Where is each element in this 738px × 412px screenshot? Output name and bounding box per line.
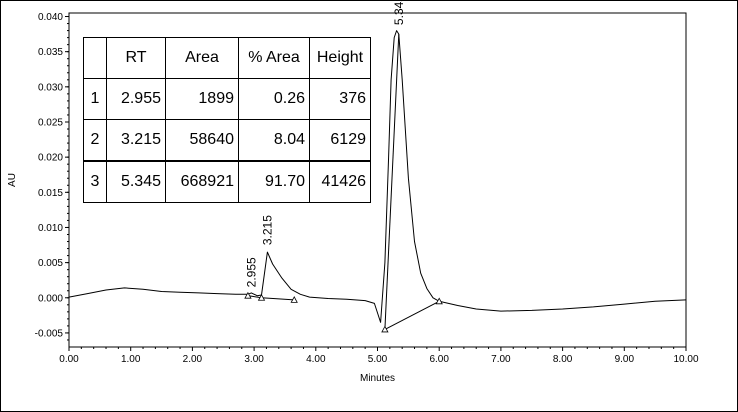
- integration-marker: [257, 293, 266, 301]
- peak-baseline: [384, 34, 400, 330]
- row-index: 1: [83, 78, 107, 120]
- peak-results-table: RT Area % Area Height 1 2.955 1899 0.26 …: [83, 37, 371, 203]
- header-height: Height: [309, 37, 371, 79]
- area-cell: 58640: [165, 119, 239, 162]
- y-tick-label: 0.010: [38, 223, 63, 234]
- integration-marker: [244, 291, 252, 299]
- row-index: 2: [83, 119, 107, 162]
- percent-area-cell: 91.70: [238, 160, 310, 203]
- peak-baseline: [261, 297, 295, 301]
- y-tick-label: 0.005: [38, 258, 63, 269]
- ticks: 0.00 1.00 2.00 3.00 4.00 5.00 6.00 7.00 8.00 9.00…: [35, 12, 699, 365]
- x-tick-label: 10.00: [673, 354, 698, 365]
- area-cell: 1899: [165, 78, 239, 120]
- header-rt: RT: [106, 37, 166, 79]
- height-cell: 376: [309, 78, 371, 120]
- height-cell: 41426: [309, 160, 371, 203]
- y-tick-label: 0.015: [38, 188, 63, 199]
- table-header-row: RT Area % Area Height: [83, 37, 371, 79]
- y-tick-label: 0.000: [38, 293, 63, 304]
- x-tick-label: 5.00: [368, 354, 388, 365]
- x-tick-label: 4.00: [306, 354, 326, 365]
- x-tick-label: 0.00: [59, 354, 79, 365]
- x-tick-label: 8.00: [553, 354, 573, 365]
- row-index: 3: [83, 160, 107, 203]
- peak-label: 3.215: [260, 215, 274, 245]
- header-percent-area: % Area: [238, 37, 310, 79]
- y-tick-label: 0.040: [38, 12, 63, 23]
- x-tick-label: 9.00: [615, 354, 635, 365]
- chromatogram-trace: [68, 30, 687, 323]
- area-cell: 668921: [165, 160, 239, 203]
- table-row: 2 3.215 58640 8.04 6129: [83, 119, 371, 162]
- header-index: [83, 37, 107, 79]
- y-tick-label: 0.035: [38, 47, 63, 58]
- percent-area-cell: 8.04: [238, 119, 310, 162]
- x-axis-title: Minutes: [360, 373, 395, 384]
- height-cell: 6129: [309, 119, 371, 162]
- x-tick-label: 6.00: [429, 354, 449, 365]
- x-tick-label: 1.00: [121, 354, 141, 365]
- y-tick-label: -0.005: [35, 328, 64, 339]
- peak-label: 5.345: [392, 1, 406, 25]
- integration-marker: [290, 296, 298, 303]
- y-tick-label: 0.020: [38, 153, 63, 164]
- percent-area-cell: 0.26: [238, 78, 310, 120]
- header-area: Area: [165, 37, 239, 79]
- y-axis-title: AU: [7, 173, 18, 187]
- peak-baseline: [384, 300, 440, 330]
- y-tick-label: 0.025: [38, 117, 63, 128]
- plot-area: [68, 30, 687, 333]
- y-tick-label: 0.030: [38, 82, 63, 93]
- rt-cell: 3.215: [106, 119, 166, 162]
- integration-marker: [381, 325, 389, 333]
- x-tick-label: 3.00: [244, 354, 264, 365]
- rt-cell: 5.345: [106, 160, 166, 203]
- rt-cell: 2.955: [106, 78, 166, 120]
- table-row: 3 5.345 668921 91.70 41426: [83, 160, 371, 203]
- x-tick-label: 7.00: [491, 354, 511, 365]
- peak-label: 2.955: [244, 257, 258, 287]
- x-tick-label: 2.00: [183, 354, 203, 365]
- integration-marker: [435, 297, 443, 305]
- table-row: 1 2.955 1899 0.26 376: [83, 78, 371, 120]
